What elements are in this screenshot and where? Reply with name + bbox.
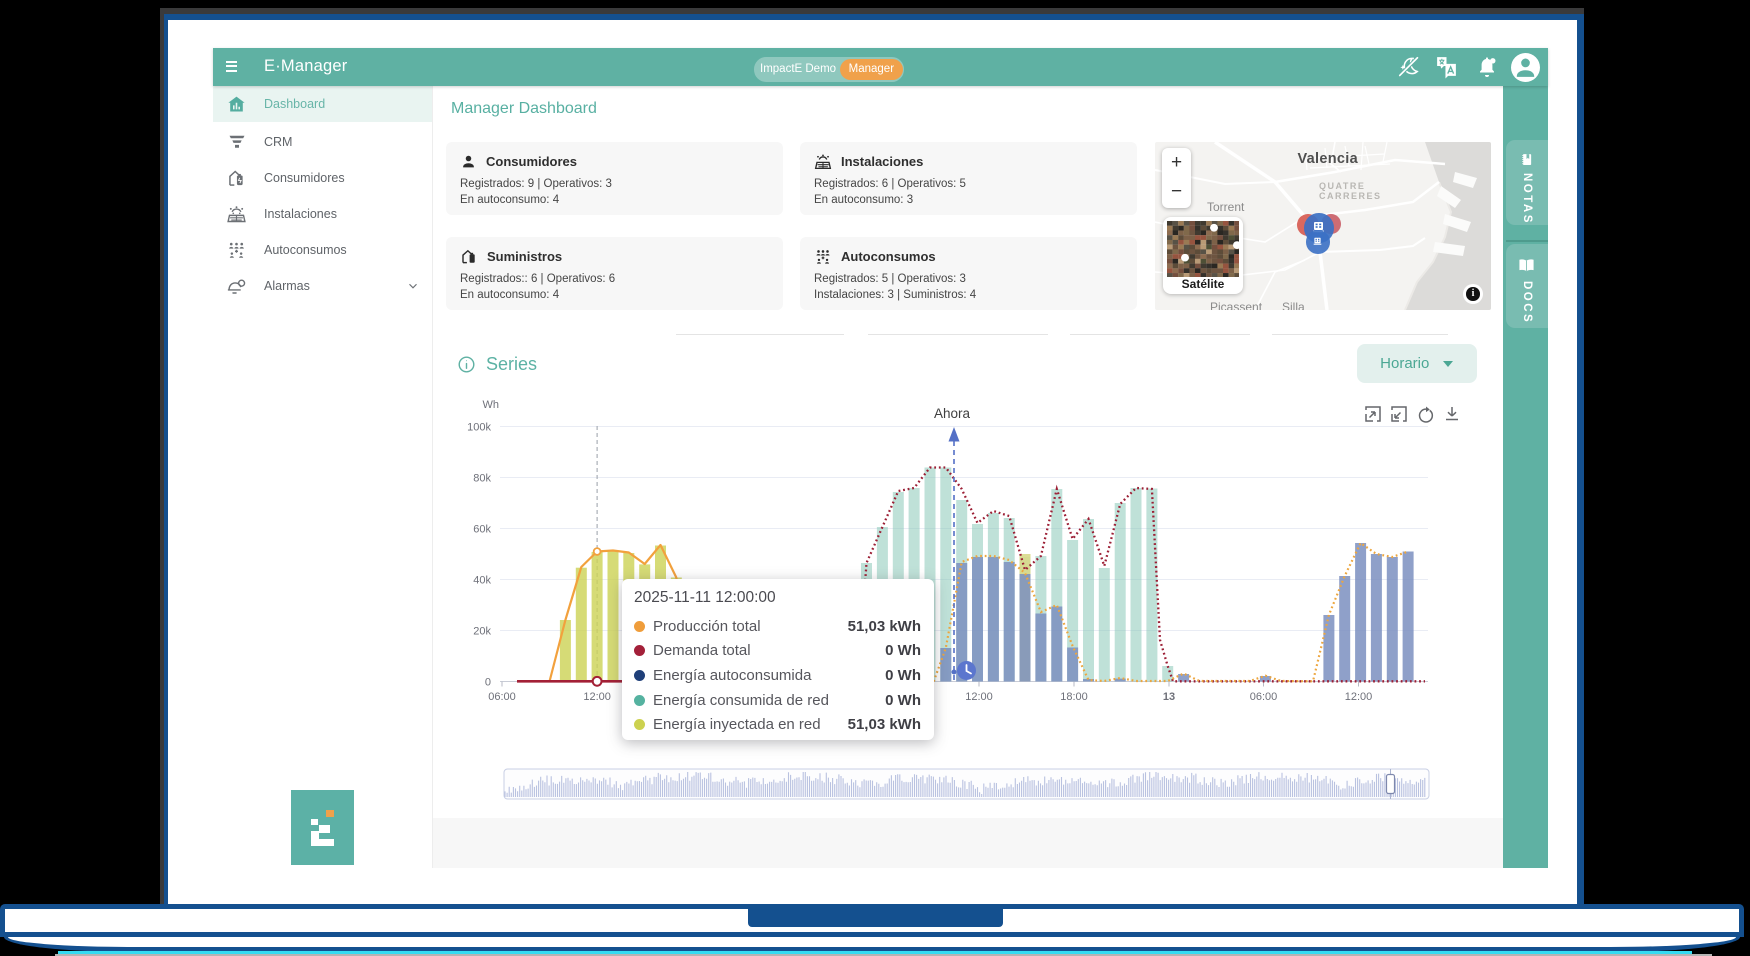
- svg-text:20k: 20k: [473, 626, 491, 638]
- svg-text:06:00: 06:00: [1250, 691, 1278, 703]
- svg-text:0: 0: [485, 677, 491, 689]
- svg-text:60k: 60k: [473, 524, 491, 536]
- svg-text:12:00: 12:00: [1345, 691, 1373, 703]
- svg-text:40k: 40k: [473, 575, 491, 587]
- svg-text:80k: 80k: [473, 473, 491, 485]
- svg-text:12:00: 12:00: [965, 691, 993, 703]
- svg-text:Ahora: Ahora: [934, 406, 971, 421]
- svg-text:18:00: 18:00: [1060, 691, 1088, 703]
- svg-text:12:00: 12:00: [583, 691, 611, 703]
- svg-text:Wh: Wh: [483, 399, 500, 411]
- svg-text:100k: 100k: [467, 422, 491, 434]
- svg-text:06:00: 06:00: [488, 691, 516, 703]
- svg-text:13: 13: [1163, 691, 1175, 703]
